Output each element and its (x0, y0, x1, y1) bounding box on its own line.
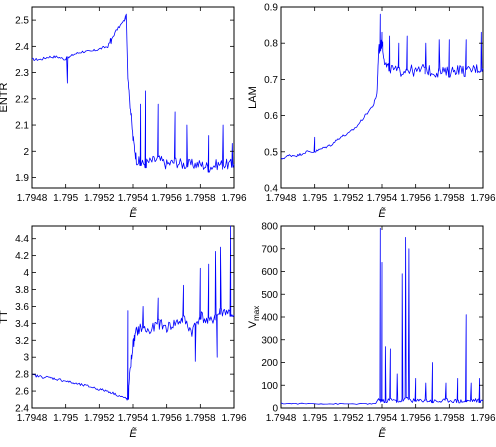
x-tick-label: 1.796 (221, 193, 246, 204)
y-axis-label: TT (0, 310, 10, 324)
x-axis-label: Ẽ (378, 427, 386, 440)
y-tick-label: 2.4 (15, 42, 29, 53)
data-series-line (31, 13, 235, 173)
x-tick-label: 1.7956 (151, 413, 182, 424)
y-tick-label: 2.5 (15, 16, 29, 27)
x-tick-label: 1.7956 (400, 193, 431, 204)
y-tick-label: 700 (261, 244, 278, 255)
y-tick-label: 2.2 (15, 94, 29, 105)
y-tick-label: 3.2 (15, 336, 29, 347)
x-tick-label: 1.796 (470, 413, 495, 424)
x-tick-label: 1.7958 (185, 413, 216, 424)
y-tick-label: 3.6 (15, 302, 29, 313)
x-tick-label: 1.7954 (367, 193, 398, 204)
x-tick-label: 1.795 (53, 413, 78, 424)
x-tick-label: 1.7958 (434, 193, 465, 204)
y-tick-label: 100 (261, 381, 278, 392)
panel-vmax: 1.7948 1.795 1.7952 1.7954 1.7956 1.7958 1.796… (247, 222, 496, 441)
y-tick-label: 2.6 (15, 387, 29, 398)
x-tick-label: 1.7952 (84, 413, 115, 424)
y-tick-label: 3.8 (15, 285, 29, 296)
y-tick-label: 400 (261, 313, 278, 324)
y-tick-label: 0.9 (264, 3, 278, 14)
y-tick-label: 3.4 (15, 319, 29, 330)
x-tick-label: 1.795 (302, 193, 327, 204)
x-axis-label: Ẽ (378, 207, 386, 220)
x-tick-label: 1.796 (470, 193, 495, 204)
x-axis-label: Ẽ (129, 207, 137, 220)
data-series-line (31, 225, 235, 401)
y-tick-label: 0.6 (264, 111, 278, 122)
y-tick-label: 0.7 (264, 75, 278, 86)
x-tick-label: 1.795 (53, 193, 78, 204)
y-tick-label: 2.1 (15, 121, 29, 132)
plot-frame (31, 6, 235, 189)
panel-tt: 1.7948 1.795 1.7952 1.7954 1.7956 1.7958 1.796… (0, 225, 247, 440)
x-tick-label: 1.7948 (17, 413, 48, 424)
x-tick-label: 1.7954 (367, 413, 398, 424)
x-tick-label: 1.796 (221, 413, 246, 424)
panel-entr: 1.7948 1.795 1.7952 1.7954 1.7956 1.7958 1.796… (0, 6, 247, 220)
y-tick-label: 1.9 (15, 173, 29, 184)
plot-frame (31, 225, 235, 409)
y-tick-label: 200 (261, 358, 278, 369)
y-tick-label: 4.4 (15, 234, 29, 245)
y-tick-label: 500 (261, 290, 278, 301)
x-tick-label: 1.7948 (266, 193, 297, 204)
x-tick-label: 1.7952 (84, 193, 115, 204)
x-tick-label: 1.795 (302, 413, 327, 424)
y-tick-label: 2.3 (15, 68, 29, 79)
y-axis-label-subscript: max (252, 306, 261, 321)
data-series-line (280, 227, 484, 405)
y-axis-label: LAM (247, 86, 259, 109)
x-tick-label: 1.7956 (151, 193, 182, 204)
y-tick-label: 300 (261, 335, 278, 346)
data-series-line (280, 13, 484, 160)
x-tick-label: 1.7952 (333, 413, 364, 424)
panel-lam: 1.7948 1.795 1.7952 1.7954 1.7956 1.7958 1.796… (247, 3, 496, 221)
y-tick-label: 4 (23, 268, 29, 279)
y-tick-label: 4.2 (15, 251, 29, 262)
y-axis-label: Vmax (247, 306, 261, 328)
x-axis-label: Ẽ (129, 427, 137, 440)
x-tick-label: 1.7958 (434, 413, 465, 424)
x-tick-label: 1.7948 (266, 413, 297, 424)
y-tick-label: 0.8 (264, 39, 278, 50)
y-tick-label: 0 (272, 404, 278, 415)
y-tick-label: 3 (23, 353, 29, 364)
x-tick-label: 1.7952 (333, 193, 364, 204)
y-tick-label: 2 (23, 147, 29, 158)
x-tick-label: 1.7948 (17, 193, 48, 204)
x-tick-label: 1.7958 (185, 193, 216, 204)
y-tick-label: 0.4 (264, 184, 278, 195)
x-tick-label: 1.7956 (400, 413, 431, 424)
y-tick-label: 2.8 (15, 370, 29, 381)
y-tick-label: 2.4 (15, 404, 29, 415)
y-tick-label: 0.5 (264, 147, 278, 158)
y-axis-label: ENTR (0, 82, 10, 112)
x-tick-label: 1.7954 (118, 413, 149, 424)
y-tick-label: 600 (261, 267, 278, 278)
x-tick-label: 1.7954 (118, 193, 149, 204)
y-tick-label: 800 (261, 222, 278, 233)
